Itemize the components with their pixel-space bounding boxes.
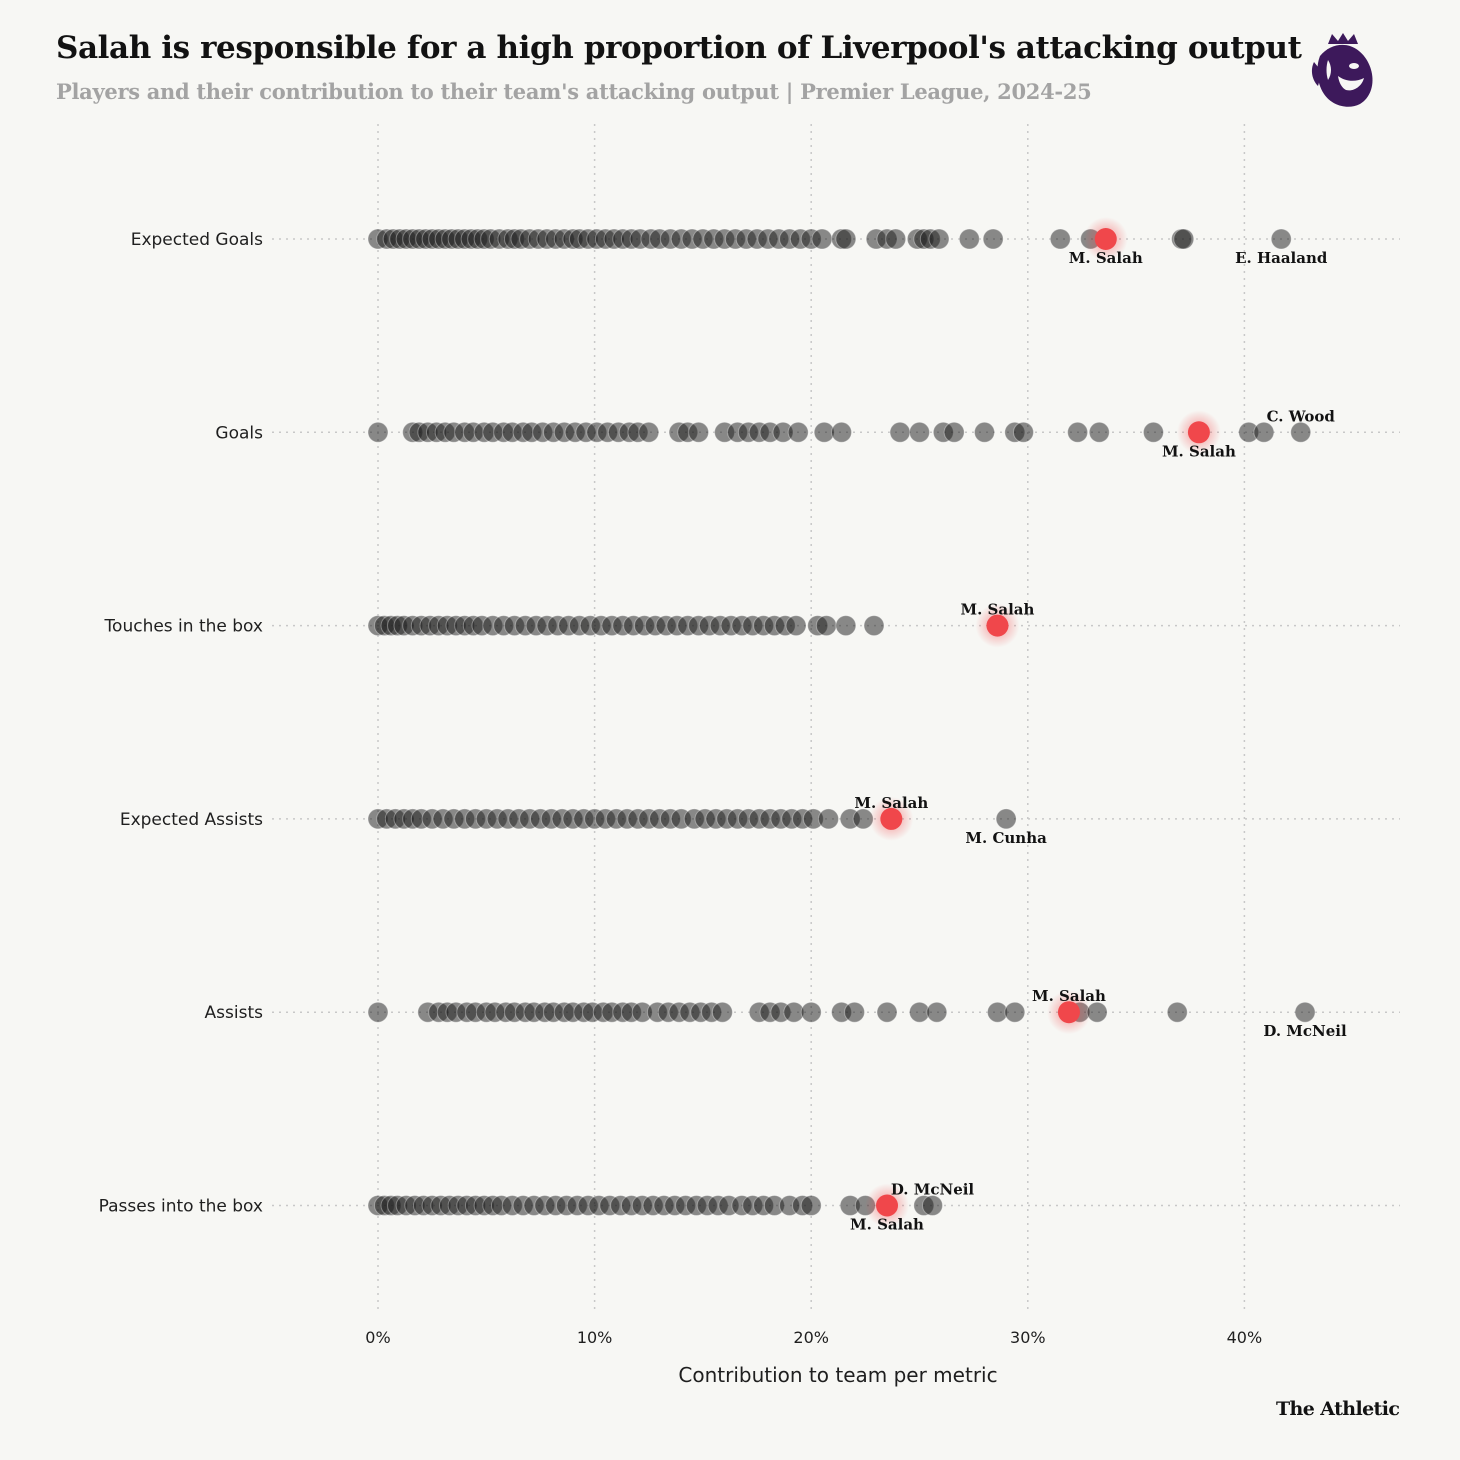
player-dot — [811, 228, 833, 250]
highlight-dot-salah — [1057, 1001, 1080, 1024]
player-dot — [1270, 228, 1292, 250]
player-dot — [818, 808, 840, 830]
player-dot — [1088, 421, 1110, 443]
player-dot — [943, 421, 965, 443]
player-dot — [1012, 421, 1034, 443]
player-dot — [1049, 228, 1071, 250]
player-dot — [800, 1195, 822, 1216]
player-dot — [785, 615, 807, 637]
player-dot — [928, 228, 950, 250]
player-dot — [1166, 1001, 1188, 1023]
x-tick-label: 30% — [1010, 1328, 1046, 1347]
player-dot — [995, 808, 1017, 830]
publisher-credit: The Athletic — [1276, 1398, 1400, 1420]
player-dot — [688, 421, 710, 443]
player-dot — [1004, 1001, 1026, 1023]
player-annotation: M. Salah — [850, 1216, 924, 1234]
player-dot — [1142, 421, 1164, 443]
player-annotation: C. Wood — [1267, 407, 1336, 425]
player-dot — [885, 228, 907, 250]
highlight-dot-salah — [876, 1194, 899, 1217]
player-dot — [844, 1001, 866, 1023]
player-dot — [1067, 421, 1089, 443]
category-label: Passes into the box — [99, 1197, 263, 1217]
x-tick-label: 40% — [1227, 1328, 1263, 1347]
player-dot — [863, 615, 885, 637]
player-annotation: E. Haaland — [1235, 249, 1328, 267]
player-dot — [800, 1001, 822, 1023]
player-annotation: M. Salah — [961, 601, 1035, 619]
premier-league-lion-icon — [1308, 32, 1378, 114]
category-label: Assists — [205, 1003, 264, 1023]
player-dot — [1294, 1001, 1316, 1023]
player-dot — [831, 421, 853, 443]
x-tick-label: 20% — [793, 1328, 829, 1347]
player-annotation: M. Salah — [1032, 987, 1106, 1005]
player-dot — [982, 228, 1004, 250]
player-dot — [958, 228, 980, 250]
highlight-dot-salah — [880, 807, 903, 830]
player-dot — [367, 421, 389, 443]
highlight-dot-salah — [986, 614, 1009, 637]
player-dot — [787, 421, 809, 443]
x-axis-label: Contribution to team per metric — [678, 1363, 997, 1387]
player-annotation: M. Salah — [854, 794, 928, 812]
player-dot — [973, 421, 995, 443]
chart-subtitle: Players and their contribution to their … — [56, 79, 1092, 104]
player-dot — [638, 421, 660, 443]
category-label: Expected Assists — [120, 810, 263, 830]
player-dot — [835, 615, 857, 637]
player-dot — [876, 1001, 898, 1023]
player-annotation: D. McNeil — [1263, 1022, 1347, 1040]
category-label: Goals — [215, 423, 263, 443]
category-label: Expected Goals — [131, 230, 263, 250]
player-dot — [926, 1001, 948, 1023]
highlight-dot-salah — [1187, 421, 1210, 444]
player-dot — [1253, 421, 1275, 443]
player-annotation: M. Cunha — [965, 829, 1047, 847]
x-tick-label: 0% — [365, 1328, 390, 1347]
player-annotation: D. McNeil — [891, 1181, 975, 1199]
player-dot — [815, 615, 837, 637]
highlight-dot-salah — [1094, 228, 1117, 250]
player-dot — [711, 1001, 733, 1023]
x-tick-label: 10% — [577, 1328, 613, 1347]
player-dot — [367, 1001, 389, 1023]
chart-title: Salah is responsible for a high proporti… — [56, 30, 1302, 66]
player-dot — [1290, 421, 1312, 443]
player-dot — [835, 228, 857, 250]
player-annotation: M. Salah — [1162, 442, 1236, 460]
player-dot — [889, 421, 911, 443]
player-dot — [921, 1195, 943, 1216]
player-dot — [909, 421, 930, 443]
category-label: Touches in the box — [104, 617, 263, 637]
player-annotation: M. Salah — [1069, 249, 1143, 267]
player-dot — [1173, 228, 1195, 250]
